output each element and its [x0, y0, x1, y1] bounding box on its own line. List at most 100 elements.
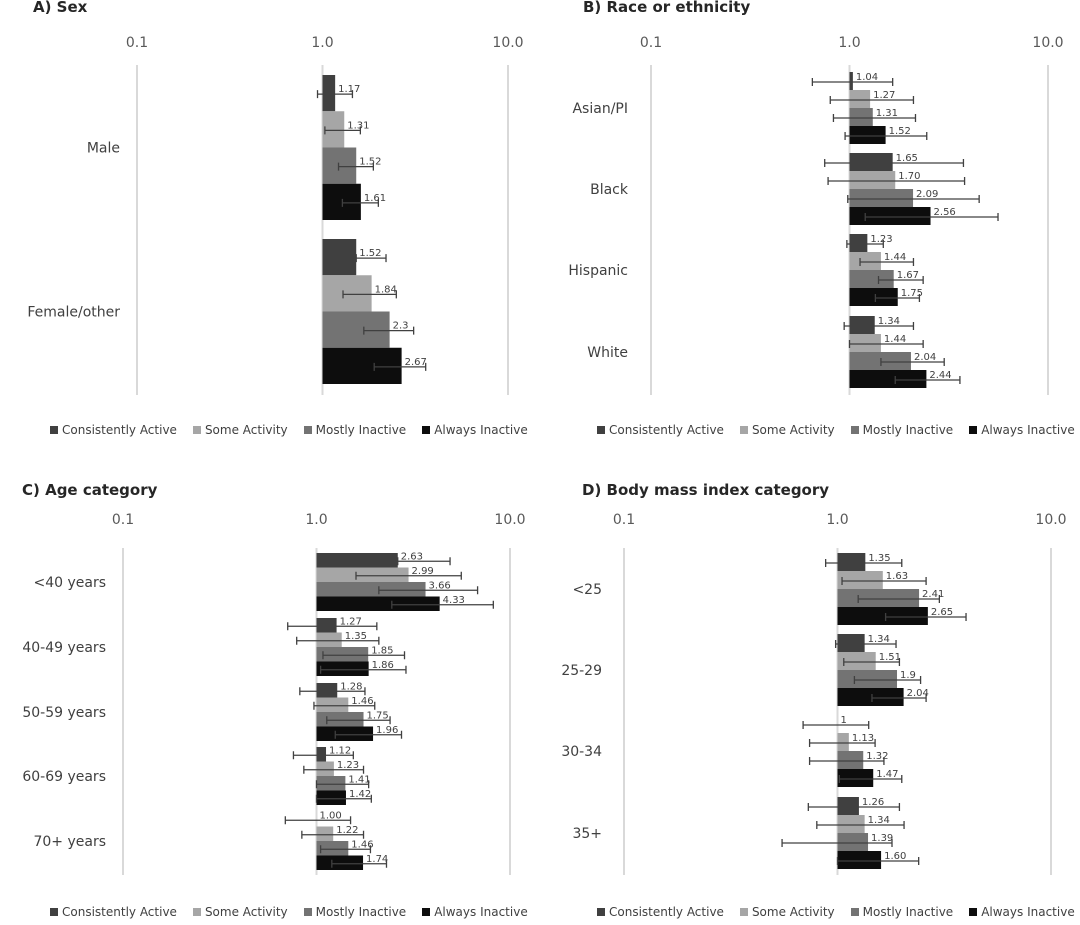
error-bar [397, 557, 451, 566]
bar [316, 855, 364, 870]
bar [316, 712, 364, 727]
error-bar [319, 845, 372, 854]
bar [322, 275, 372, 312]
error-bar [355, 571, 462, 580]
legend-label: Some Activity [751, 423, 835, 437]
data-label: 1.84 [375, 284, 397, 295]
data-label: 1.44 [884, 252, 906, 263]
panel-d-legend: Consistently Active Some Activity Mostly I… [597, 905, 1075, 919]
error-bar [832, 114, 917, 122]
category-label: Asian/PI [572, 101, 628, 117]
category-label: Female/other [27, 305, 120, 321]
legend-label: Consistently Active [62, 905, 177, 919]
error-bar [864, 213, 999, 221]
error-bar [877, 276, 924, 284]
error-bar [848, 340, 924, 348]
category-label: Hispanic [568, 263, 628, 279]
bar [837, 851, 882, 869]
data-label: 1.52 [359, 248, 381, 259]
data-label: 2.99 [412, 566, 434, 577]
data-label: 2.04 [914, 352, 936, 363]
error-bar [808, 757, 885, 765]
legend-swatch [50, 908, 58, 916]
legend-swatch [192, 426, 201, 434]
data-label: 1.65 [896, 153, 918, 164]
data-label: 1.23 [337, 760, 359, 771]
panel-c-title: C) Age category [22, 481, 158, 499]
bar [849, 234, 868, 252]
bar [837, 688, 904, 706]
error-bar [894, 376, 961, 384]
bar [316, 697, 349, 712]
bar [316, 761, 334, 776]
x-tick-label: 10.0 [1035, 512, 1066, 528]
legend-label: Consistently Active [62, 423, 177, 437]
data-label: 1.04 [856, 72, 878, 83]
data-label: 1.34 [868, 634, 890, 645]
legend-label: Consistently Active [609, 423, 724, 437]
legend-swatch [303, 908, 312, 916]
panel-c-legend: Consistently Active Some Activity Mostly I… [50, 905, 528, 919]
data-label: 4.33 [443, 595, 465, 606]
data-label: 1.31 [347, 120, 369, 131]
bar [316, 776, 346, 791]
data-label: 1.32 [866, 751, 888, 762]
legend-label: Mostly Inactive [315, 905, 407, 919]
bar [849, 316, 875, 334]
data-label: 1.86 [372, 660, 394, 671]
data-label: 3.66 [429, 580, 451, 591]
legend-label: Always Inactive [981, 905, 1075, 919]
data-label: 1.17 [338, 84, 360, 95]
error-bar [834, 640, 897, 648]
x-tick-label: 0.1 [640, 35, 662, 51]
bar [322, 147, 357, 184]
bar [322, 239, 357, 276]
panel-a-chart: 0.1 1.0 10.0 Male 1.17 1.31 1.52 1.61 Female/oth… [27, 35, 524, 395]
bar [316, 726, 374, 741]
x-tick-label: 1.0 [826, 512, 848, 528]
bar [849, 207, 931, 225]
legend-swatch [739, 908, 748, 916]
bar [849, 288, 898, 306]
error-bar [326, 716, 391, 725]
panel-d-title: D) Body mass index category [582, 481, 830, 499]
data-label: 1.31 [876, 108, 898, 119]
bar [316, 618, 337, 633]
bar [849, 352, 911, 370]
data-label: 1.46 [351, 696, 373, 707]
bar [316, 841, 349, 856]
data-label: 1.51 [879, 652, 901, 663]
legend-swatch [50, 426, 58, 434]
legend-item: Some Activity [192, 905, 288, 919]
error-bar [824, 559, 903, 567]
error-bar [378, 586, 479, 595]
bar [849, 90, 871, 108]
legend-label: Some Activity [204, 423, 288, 437]
error-bar [871, 694, 927, 702]
error-bar [802, 721, 870, 729]
error-bar [880, 358, 945, 366]
bar [849, 270, 894, 288]
x-tick-label: 1.0 [838, 35, 860, 51]
data-label: 1.52 [889, 126, 911, 137]
x-tick-label: 10.0 [492, 35, 523, 51]
category-label: 50-59 years [22, 705, 106, 721]
bar [849, 153, 893, 171]
data-label: 1.34 [868, 815, 890, 826]
error-bar [841, 577, 927, 585]
category-label: White [587, 345, 628, 361]
data-label: 1.63 [886, 571, 908, 582]
legend-swatch [303, 426, 312, 434]
panel-a-title: A) Sex [33, 0, 88, 16]
data-label: 1.70 [898, 171, 920, 182]
error-bar [781, 839, 893, 847]
legend-swatch [597, 426, 605, 434]
bar [837, 751, 864, 769]
category-label: 60-69 years [22, 769, 106, 785]
bar [316, 582, 426, 597]
bar [316, 790, 346, 805]
legend-swatch [969, 908, 978, 916]
error-bar [355, 254, 387, 263]
bar [837, 589, 920, 607]
bar [837, 833, 869, 851]
